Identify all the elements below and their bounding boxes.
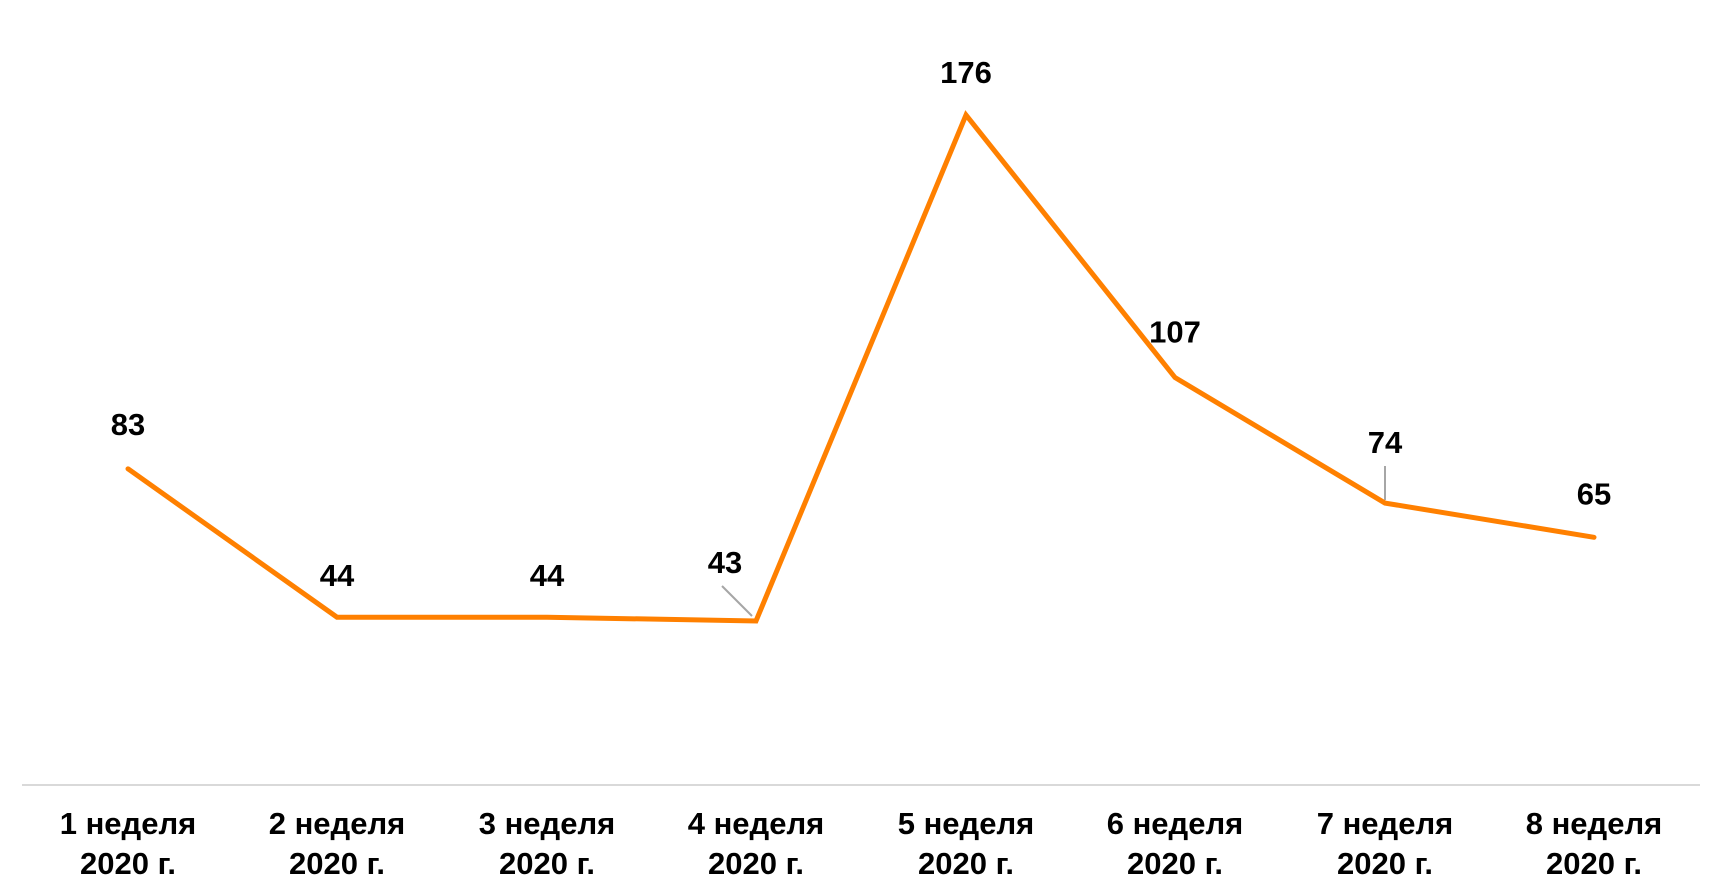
- data-line: [125, 110, 1597, 624]
- x-axis-label: 2020 г.: [80, 846, 176, 881]
- data-label: 43: [708, 545, 742, 580]
- data-label: 107: [1149, 315, 1201, 350]
- data-label: 176: [940, 55, 992, 90]
- x-axis-label: 2020 г.: [918, 846, 1014, 881]
- x-axis-label: 4 неделя: [688, 806, 825, 841]
- data-label: 44: [320, 558, 355, 593]
- x-axis-label: 2020 г.: [1337, 846, 1433, 881]
- data-label: 83: [111, 407, 145, 442]
- x-axis-label: 2 неделя: [269, 806, 406, 841]
- data-label: 44: [530, 558, 565, 593]
- data-labels: 83 44 44 43 176 107 74 65: [111, 55, 1611, 593]
- x-axis-label: 2020 г.: [1127, 846, 1223, 881]
- x-axis-label: 2020 г.: [289, 846, 385, 881]
- data-label: 65: [1577, 476, 1611, 511]
- data-label: 74: [1368, 425, 1403, 460]
- x-axis-label: 2020 г.: [499, 846, 595, 881]
- x-axis-label: 3 неделя: [479, 806, 616, 841]
- x-axis-label: 1 неделя: [60, 806, 197, 841]
- x-axis-label: 6 неделя: [1107, 806, 1244, 841]
- x-axis-label: 2020 г.: [1546, 846, 1642, 881]
- x-axis-label: 7 неделя: [1317, 806, 1454, 841]
- x-axis-label: 5 неделя: [898, 806, 1035, 841]
- label-leader-lines: [721, 466, 1386, 617]
- leader-line: [721, 585, 753, 617]
- x-axis-label: 8 неделя: [1526, 806, 1663, 841]
- x-axis-labels: 1 неделя 2020 г. 2 неделя 2020 г. 3 неделя 20…: [60, 806, 1663, 881]
- x-axis-label: 2020 г.: [708, 846, 804, 881]
